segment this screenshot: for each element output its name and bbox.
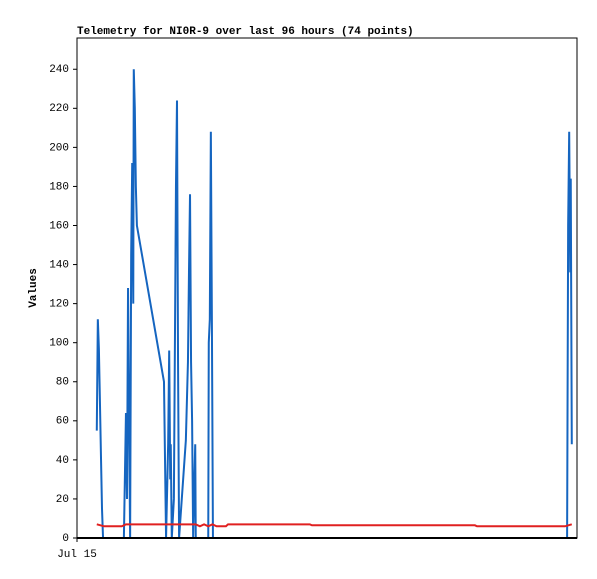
plot-frame [76, 37, 578, 539]
y-tick-label: 200 [49, 142, 69, 154]
y-tick-label: 80 [56, 377, 69, 389]
y-tick-label: 220 [49, 103, 69, 115]
x-tick-label: Jul 15 [57, 549, 97, 561]
y-tick-label: 20 [56, 494, 69, 506]
y-tick-label: 40 [56, 455, 69, 467]
data-line [95, 69, 573, 539]
y-tick-label: 180 [49, 181, 69, 193]
y-axis-label: Values [28, 268, 40, 308]
y-tick-label: 100 [49, 338, 69, 350]
y-tick-label: 60 [56, 416, 69, 428]
y-tick-label: 140 [49, 259, 69, 271]
y-tick-label: 240 [49, 64, 69, 76]
y-tick-label: 120 [49, 299, 69, 311]
chart-title: Telemetry for NI0R-9 over last 96 hours … [77, 26, 414, 38]
y-tick-label: 0 [62, 533, 69, 545]
y-tick-label: 160 [49, 220, 69, 232]
data-line [96, 523, 573, 528]
